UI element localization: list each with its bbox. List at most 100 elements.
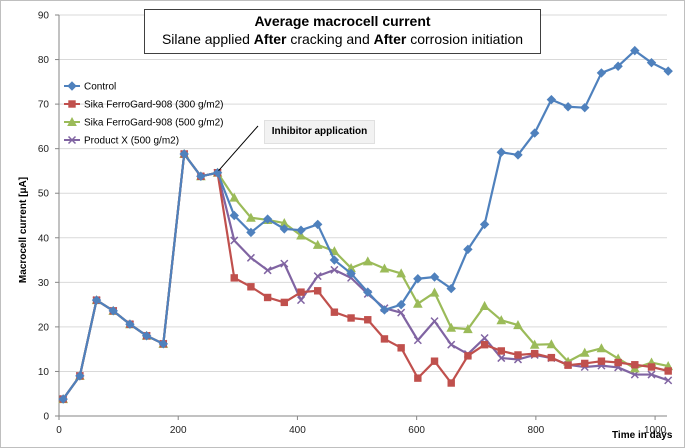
data-point	[664, 376, 673, 385]
data-point	[179, 149, 189, 159]
legend: Control Sika FerroGard-908 (300 g/m2) Sika…	[64, 81, 224, 147]
data-point	[229, 192, 240, 202]
data-point	[579, 347, 590, 357]
y-tick-label: 80	[38, 55, 50, 66]
data-point	[563, 102, 573, 112]
data-point	[91, 295, 102, 305]
data-point	[396, 299, 406, 310]
data-point	[413, 336, 422, 345]
data-point	[463, 324, 473, 334]
y-tick-label: 20	[38, 322, 50, 333]
data-point	[446, 283, 456, 294]
data-point	[663, 66, 673, 76]
data-point	[262, 214, 273, 224]
data-point	[379, 263, 390, 273]
legend-label: Sika FerroGard-908 (500 g/m2)	[84, 118, 224, 129]
data-point	[362, 256, 373, 266]
data-point	[312, 239, 323, 249]
data-point	[646, 57, 657, 68]
data-point	[229, 210, 239, 221]
data-point	[464, 352, 472, 360]
data-point	[230, 274, 238, 282]
data-point	[430, 357, 439, 365]
legend-marker	[68, 100, 76, 108]
data-point	[647, 370, 656, 379]
data-point	[397, 344, 405, 352]
data-point	[280, 259, 289, 268]
data-point	[513, 320, 523, 330]
data-point	[246, 227, 256, 238]
series-line	[62, 152, 669, 400]
data-point	[158, 339, 169, 349]
data-point	[581, 359, 589, 368]
data-point	[313, 287, 322, 295]
y-tick-label: 50	[38, 189, 50, 200]
data-point	[75, 371, 85, 381]
annotation-leader-line	[218, 125, 259, 172]
data-point	[596, 68, 607, 78]
y-tick-label: 40	[38, 233, 50, 244]
legend-marker	[67, 116, 77, 126]
data-point	[230, 236, 239, 245]
data-point	[296, 225, 306, 235]
data-point	[125, 319, 135, 329]
data-point	[280, 298, 289, 307]
data-point	[396, 268, 406, 278]
series-1	[59, 150, 672, 403]
data-point	[614, 358, 622, 367]
data-point	[647, 363, 656, 371]
data-point	[463, 244, 473, 255]
data-point	[480, 341, 489, 349]
data-point	[363, 287, 373, 297]
data-point	[246, 253, 255, 262]
data-point	[212, 168, 223, 178]
data-point	[496, 147, 506, 157]
data-point	[479, 300, 490, 310]
y-tick-label: 30	[38, 278, 50, 289]
subtitle-part: After	[373, 31, 407, 47]
data-point	[397, 308, 406, 317]
data-point	[447, 379, 455, 387]
data-point	[446, 322, 457, 332]
data-point	[631, 361, 639, 369]
data-point	[313, 272, 322, 281]
data-point	[263, 266, 272, 275]
data-point	[580, 102, 590, 113]
data-point	[196, 171, 206, 181]
data-point	[379, 305, 390, 315]
data-point	[597, 357, 606, 365]
subtitle-part: corrosion initiation	[406, 31, 524, 47]
data-point	[329, 246, 340, 256]
data-point	[296, 296, 306, 305]
y-tick-label: 10	[38, 367, 50, 378]
series-line	[62, 152, 669, 400]
data-point	[497, 347, 505, 355]
tick-labels: 0 10 20 30 40 50 60 70 80 90 0 200 400 600 800 1000	[38, 11, 667, 437]
data-point	[514, 351, 522, 359]
data-point	[480, 333, 489, 343]
chart-title-box: Average macrocell current Silane applied…	[144, 9, 541, 54]
data-point	[296, 230, 306, 240]
legend-marker	[67, 135, 77, 145]
data-point	[497, 354, 506, 363]
data-point	[530, 349, 539, 358]
data-point	[346, 268, 356, 279]
x-tick-label: 800	[528, 425, 545, 436]
data-point	[447, 340, 456, 349]
legend-label: Control	[84, 82, 116, 93]
data-point	[529, 128, 540, 138]
legend-marker	[67, 81, 77, 91]
data-point	[413, 274, 423, 284]
data-point	[429, 272, 440, 282]
data-point	[297, 288, 305, 296]
y-tick-label: 0	[43, 412, 49, 423]
legend-label: Product X (500 g/m2)	[84, 136, 179, 147]
data-point	[347, 314, 355, 322]
data-point	[246, 212, 256, 222]
data-point	[329, 255, 340, 265]
y-tick-label: 60	[38, 144, 50, 155]
data-point	[630, 45, 640, 56]
data-point	[496, 315, 507, 325]
x-axis-title: Time in days	[612, 430, 673, 441]
